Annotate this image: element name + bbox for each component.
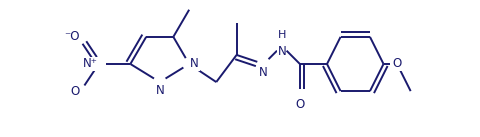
Text: O: O <box>70 85 80 98</box>
Text: O: O <box>295 98 304 111</box>
Text: N⁺: N⁺ <box>83 58 97 70</box>
Text: H: H <box>277 30 286 40</box>
Text: ⁻O: ⁻O <box>64 30 80 43</box>
Text: N: N <box>156 84 164 97</box>
Text: N: N <box>259 66 268 79</box>
Text: N: N <box>277 45 286 58</box>
Text: N: N <box>190 58 199 70</box>
Text: O: O <box>393 58 402 70</box>
